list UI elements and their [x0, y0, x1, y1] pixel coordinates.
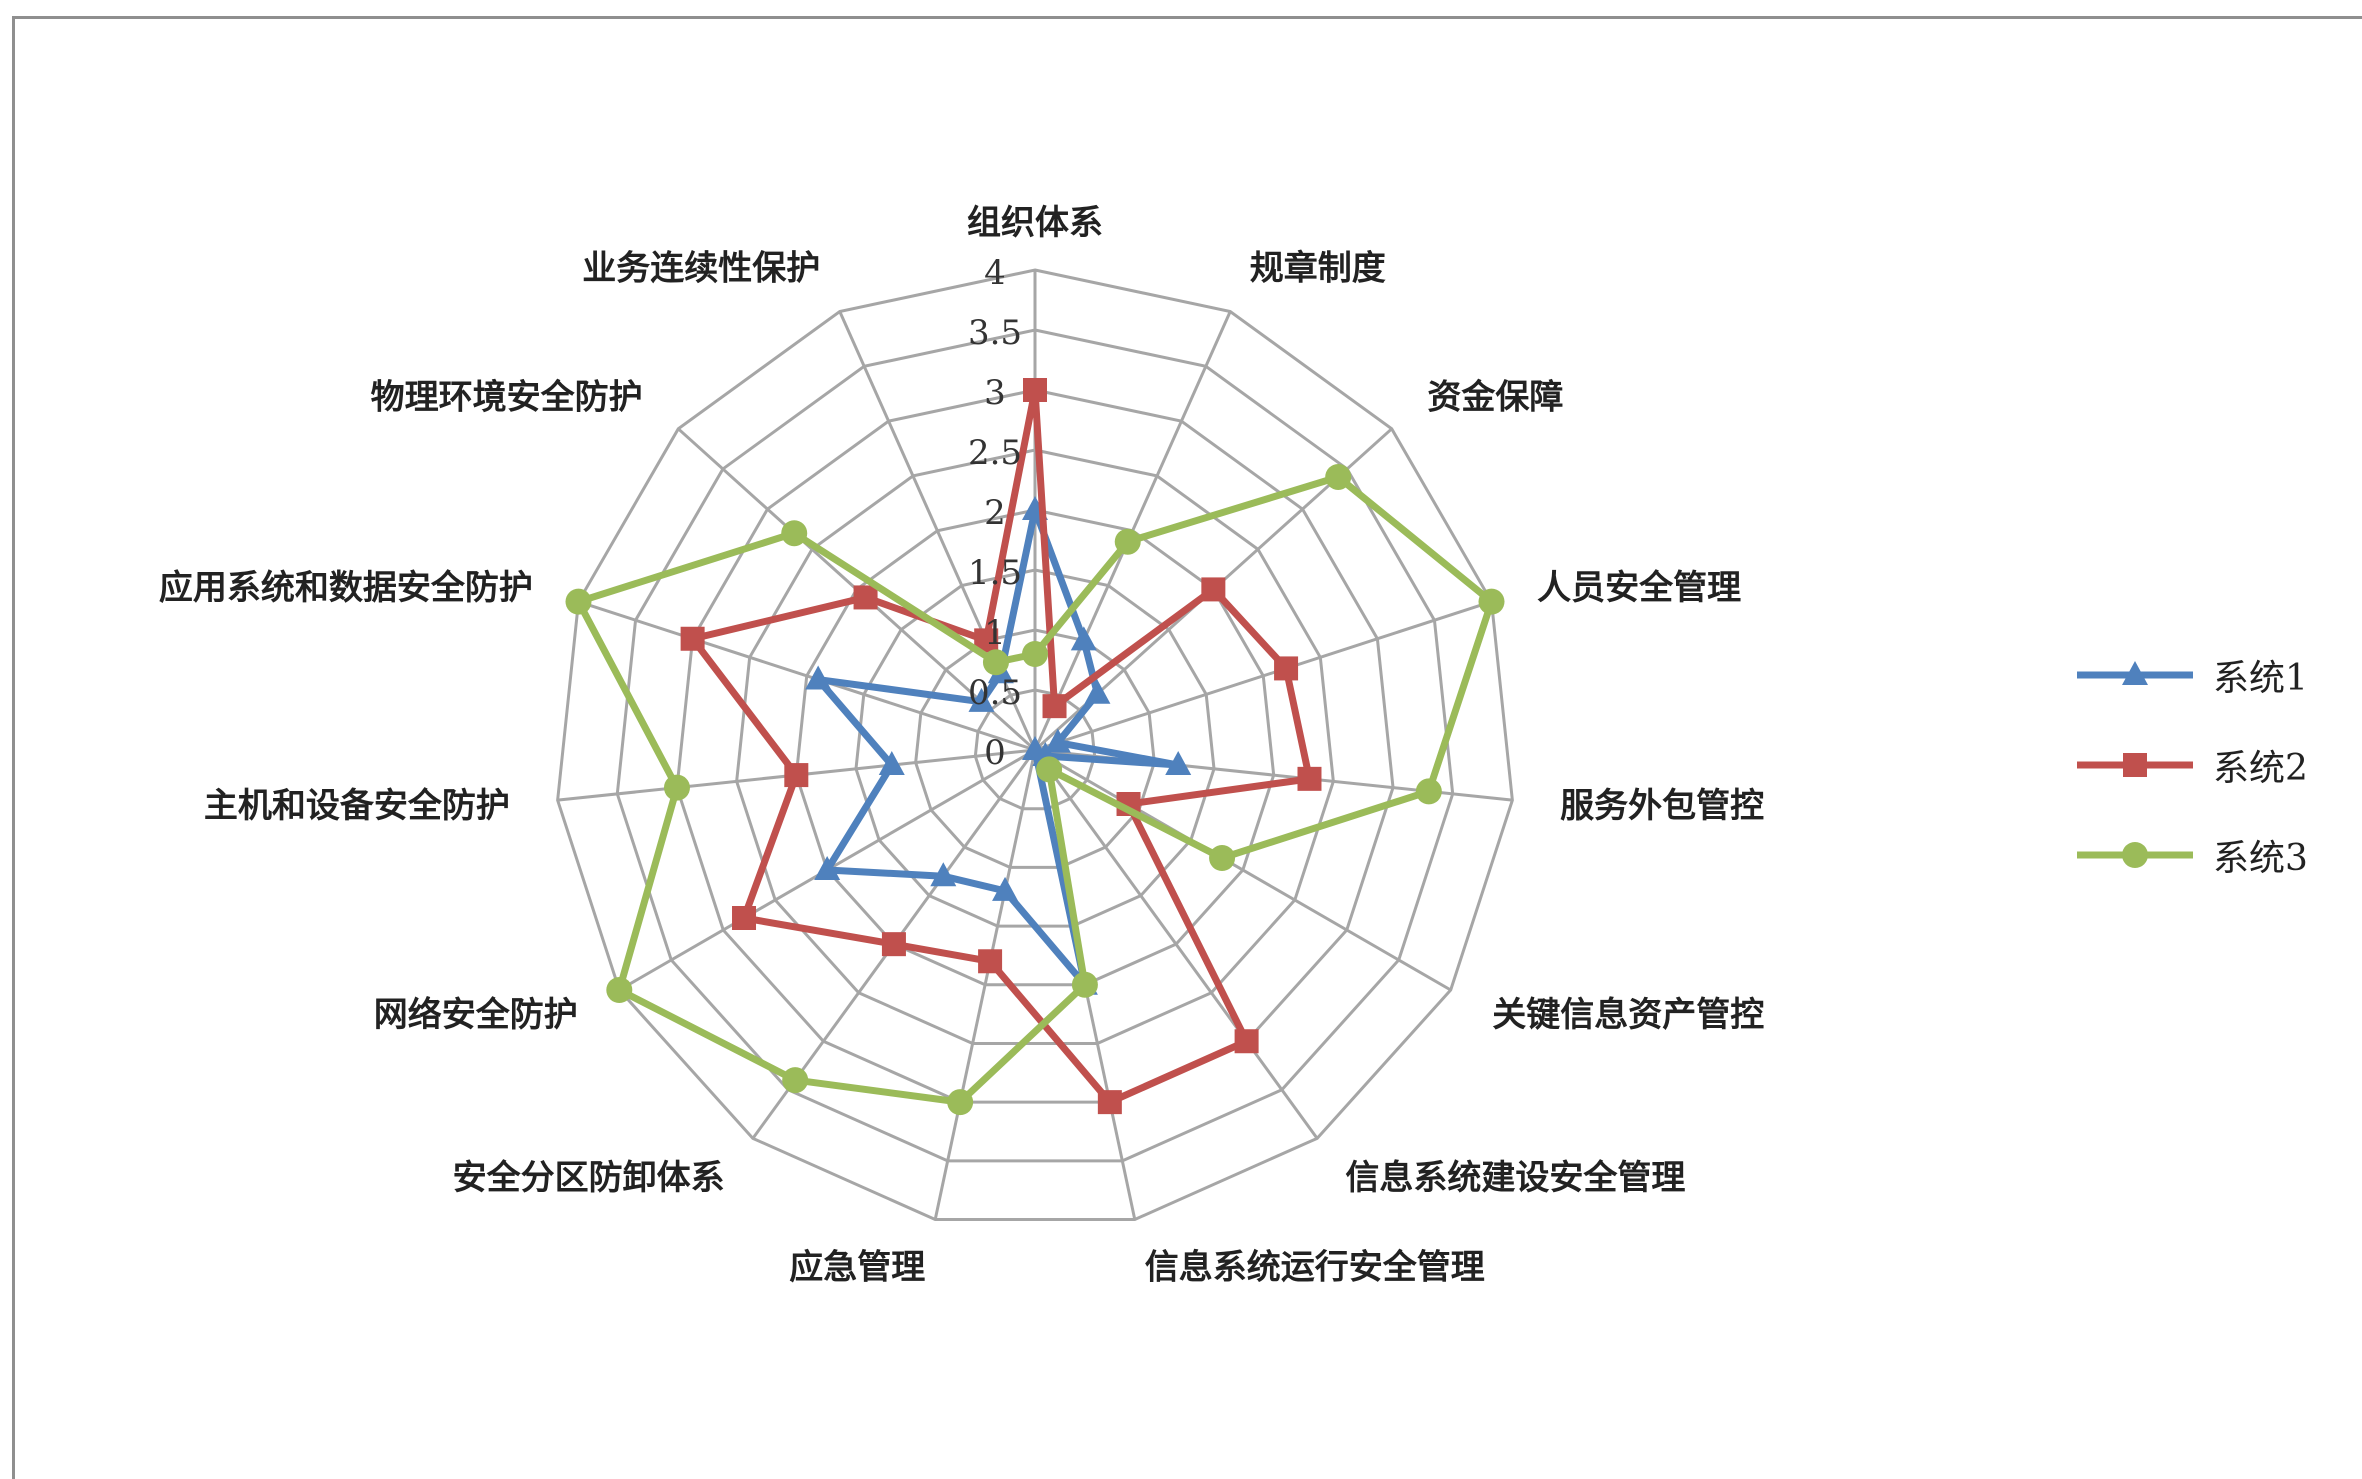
data-point: [1022, 736, 1048, 760]
legend-swatch-square-icon: [2077, 753, 2193, 777]
category-label: 资金保障: [1427, 378, 1563, 418]
data-point: [1097, 1090, 1122, 1115]
grid-ring: [914, 628, 1156, 869]
legend-item-series-1: 系统1: [2075, 630, 2355, 720]
data-point: [853, 585, 878, 610]
data-point: [1478, 588, 1505, 615]
legend-item-series-2: 系统2: [2075, 720, 2355, 810]
tick-label: 2.5: [968, 433, 1022, 473]
data-point: [1114, 528, 1141, 555]
grid-ring: [794, 508, 1276, 987]
data-point: [1325, 463, 1352, 490]
category-label: 应急管理: [789, 1247, 925, 1287]
category-label: 关键信息资产管控: [1492, 995, 1764, 1035]
data-point: [1415, 778, 1442, 805]
data-point: [968, 687, 995, 712]
data-point: [732, 906, 757, 930]
category-label: 物理环境安全防护: [371, 378, 643, 418]
category-label: 网络安全防护: [374, 995, 578, 1035]
category-label: 信息系统运行安全管理: [1145, 1247, 1485, 1287]
data-point: [930, 862, 957, 887]
data-point: [782, 1067, 809, 1094]
data-point: [1234, 1029, 1259, 1054]
category-label: 应用系统和数据安全防护: [159, 568, 533, 608]
tick-labels: 0 0.5 1 1.5 2 2.5 3 3.5 4: [968, 253, 1022, 773]
data-point: [878, 751, 905, 776]
category-label: 规章制度: [1250, 249, 1386, 289]
grid-ring: [735, 448, 1335, 1045]
data-point: [1044, 728, 1071, 753]
data-point: [1022, 641, 1048, 667]
data-point: [978, 949, 1003, 974]
grid-spoke: [578, 600, 1036, 752]
tick-label: 3: [984, 373, 1006, 413]
grid-ring: [675, 388, 1395, 1104]
legend: 系统1 系统2 系统3: [2075, 630, 2355, 900]
data-point: [1071, 971, 1098, 998]
grid-spoke: [1034, 748, 1452, 992]
data-point: [1023, 378, 1047, 402]
data-point: [1042, 694, 1067, 719]
data-point: [565, 588, 592, 615]
data-point: [1036, 756, 1063, 783]
category-label: 主机和设备安全防护: [204, 786, 510, 826]
category-label: 业务连续性保护: [582, 249, 820, 289]
legend-marker: [2122, 661, 2148, 685]
data-point: [680, 626, 705, 651]
data-point: [1165, 751, 1192, 776]
tick-label: 4: [984, 253, 1006, 293]
data-point: [1084, 679, 1111, 704]
data-point: [1070, 626, 1097, 651]
grid-ring: [615, 328, 1455, 1163]
grid-ring: [556, 268, 1514, 1222]
grid-spoke: [933, 749, 1037, 1220]
chart-frame: [12, 16, 2362, 1479]
data-point: [805, 665, 832, 690]
grid-ring: [973, 688, 1097, 811]
category-label: 信息系统建设安全管理: [1345, 1158, 1685, 1198]
tick-label: 3.5: [968, 313, 1022, 353]
series-line: [689, 386, 1313, 1106]
legend-marker: [2122, 842, 2148, 868]
data-point: [814, 856, 841, 880]
data-point: [1209, 845, 1236, 871]
legend-label: 系统2: [2213, 748, 2308, 789]
legend-label: 系统1: [2213, 658, 2308, 699]
tick-label: 1.5: [968, 553, 1022, 593]
series-line: [814, 506, 1182, 989]
category-label: 安全分区防卸体系: [453, 1158, 725, 1198]
series-line: [574, 473, 1496, 1106]
tick-label: 2: [984, 493, 1006, 533]
series-3: [565, 463, 1505, 1116]
data-point: [992, 876, 1019, 901]
data-point: [784, 763, 809, 788]
grid-spoke: [1034, 600, 1492, 752]
legend-marker: [2123, 753, 2147, 777]
legend-label: 系统3: [2213, 838, 2308, 879]
legend-swatch-triangle-icon: [2077, 661, 2193, 685]
category-label: 服务外包管控: [1560, 786, 1764, 826]
tick-label: 1: [984, 613, 1006, 653]
category-label: 组织体系: [967, 203, 1103, 243]
data-point: [947, 1089, 974, 1116]
data-point: [1274, 656, 1299, 681]
data-point: [781, 520, 808, 547]
grid-spoke: [1033, 749, 1319, 1140]
data-point: [881, 932, 906, 957]
data-point: [663, 774, 690, 801]
category-labels: 组织体系规章制度资金保障人员安全管理服务外包管控关键信息资产管控信息系统建设安全…: [159, 203, 1764, 1287]
data-point: [1297, 766, 1322, 791]
legend-item-series-3: 系统3: [2075, 810, 2355, 900]
data-point: [982, 649, 1009, 676]
tick-label: 0: [984, 733, 1006, 773]
tick-label: 0.5: [968, 673, 1022, 713]
data-point: [606, 977, 633, 1003]
legend-swatch-circle-icon: [2077, 842, 2193, 868]
data-point: [1201, 577, 1226, 602]
category-label: 人员安全管理: [1537, 568, 1741, 608]
